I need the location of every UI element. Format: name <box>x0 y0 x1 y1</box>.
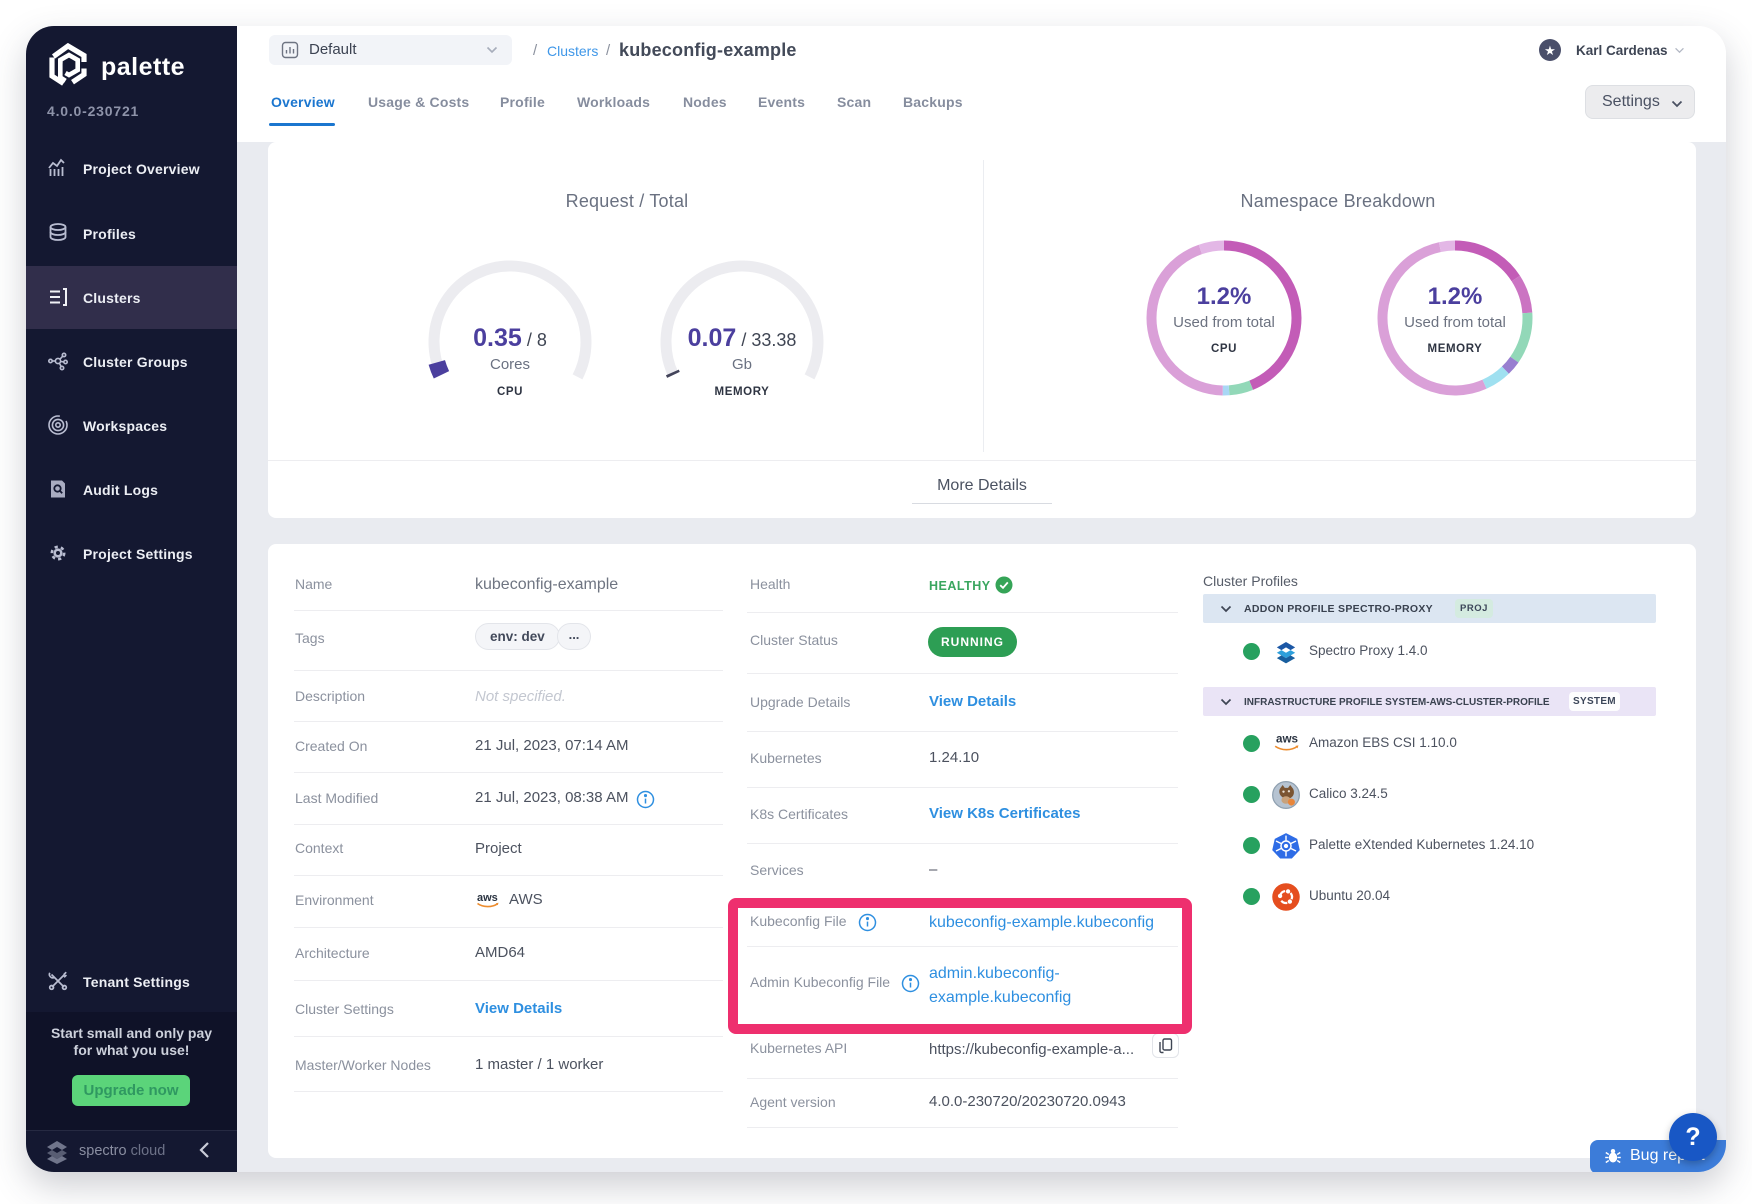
svg-text:aws: aws <box>1276 733 1298 746</box>
svg-text:aws: aws <box>477 892 498 904</box>
